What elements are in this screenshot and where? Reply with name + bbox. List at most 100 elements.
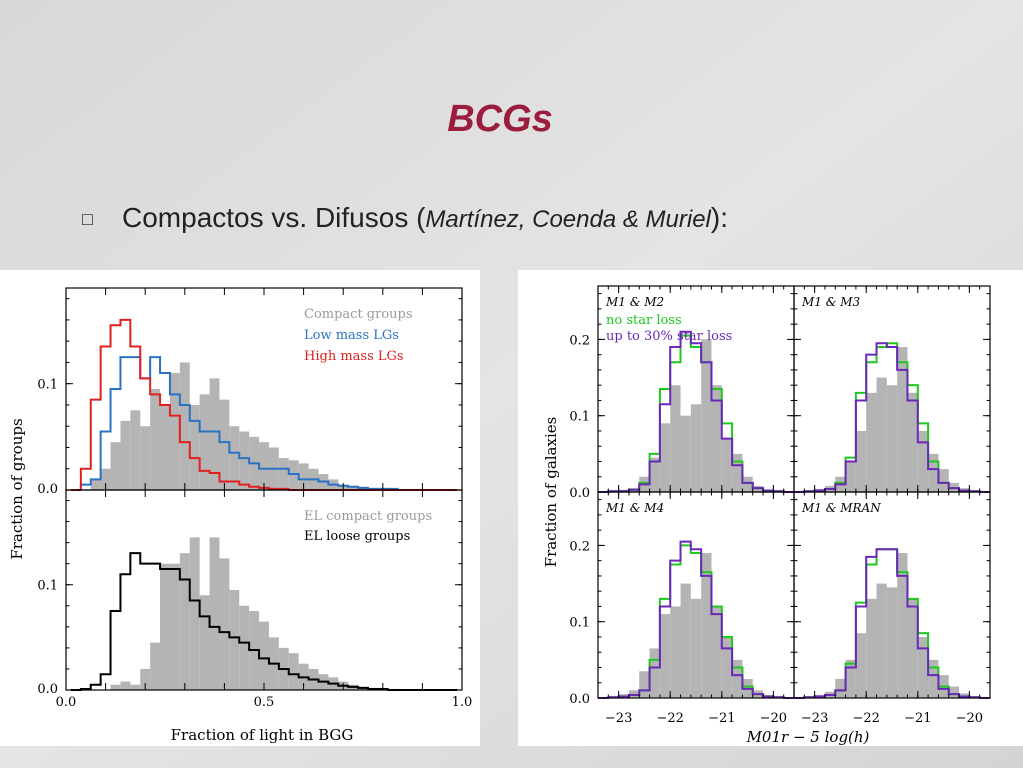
bullet-icon: □ (82, 209, 93, 230)
histogram-bar (701, 553, 712, 698)
histogram-bar (90, 479, 101, 490)
slide-title: BCGs (447, 98, 553, 140)
subpanel-label: M1 & MRAN (801, 501, 881, 515)
histogram-bar (855, 633, 867, 698)
y-tick-label: 0.1 (37, 579, 58, 594)
histogram-bar (189, 537, 200, 690)
histogram-bar (917, 636, 929, 698)
histogram-bar (160, 404, 170, 490)
histogram-bar (701, 339, 712, 492)
histogram-bar (649, 457, 660, 492)
histogram-bar (845, 659, 856, 698)
legend-label: EL compact groups (304, 509, 432, 524)
y-tick-label: 0.0 (569, 692, 590, 707)
x-tick-label: −20 (956, 711, 983, 726)
histogram-bar (876, 377, 887, 492)
histogram-bar (278, 458, 289, 490)
histogram-bar (732, 453, 743, 492)
subpanel-label: M1 & M3 (801, 295, 861, 309)
y-tick-label: 0.2 (569, 539, 590, 554)
histogram-bar (866, 392, 877, 492)
histogram-bar (160, 563, 170, 690)
series-line (70, 356, 458, 491)
x-tick-label: −23 (605, 711, 632, 726)
series-line (70, 552, 458, 691)
histogram-bar (110, 684, 121, 690)
histogram-bar (179, 553, 190, 690)
histogram-bar (670, 385, 681, 492)
legend-label: Compact groups (304, 307, 413, 322)
histogram-bar (866, 598, 877, 698)
histogram-bar (907, 392, 918, 492)
bullet-authors: Martínez, Coenda & Muriel (425, 206, 711, 233)
left-figure-panel: 0.1 0.0 0.1 0.0 0.0 0.5 1.0 Fraction of light i… (0, 270, 480, 746)
histogram-bar (732, 659, 743, 698)
y-tick-label: 0.0 (37, 682, 58, 697)
histogram-bar (938, 469, 949, 492)
histogram-bar (130, 684, 141, 690)
histogram-bar (659, 423, 671, 492)
histogram-bar (110, 442, 121, 490)
histogram-bar (845, 461, 856, 492)
subpanel-label: M1 & M4 (605, 501, 664, 515)
y-tick-label: 0.2 (569, 333, 590, 348)
histogram-bar (259, 442, 269, 490)
top-histogram-panel (65, 287, 463, 491)
bullet-item: □ Compactos vs. Difusos (Martínez, Coenda… (82, 202, 728, 234)
histogram-bar (690, 404, 702, 492)
histogram-bar (886, 385, 898, 492)
histogram-bar (219, 399, 230, 490)
plot-frame (793, 491, 991, 699)
bullet-text-prefix: Compactos vs. Difusos ( (122, 202, 426, 233)
y-tick-label: 0.0 (37, 482, 58, 497)
subpanel-label: M1 & M2 (605, 295, 664, 309)
right-histogram-figure: M1 & M2 0.0 0.1 0.2 M1 & M3 M1 & M4 0.0 0.1 0.2 −… (542, 285, 991, 746)
legend-label: no star loss (606, 313, 682, 328)
histogram-bar (189, 404, 200, 490)
x-tick-label: −22 (852, 711, 879, 726)
bottom-histogram-panel (65, 489, 463, 691)
x-tick-label: 0.0 (56, 695, 77, 710)
histogram-bar (179, 362, 190, 490)
histogram-bar (140, 668, 151, 690)
histogram-bar (239, 605, 250, 690)
histogram-bar (298, 463, 309, 490)
legend-label: up to 30% star loss (606, 329, 732, 344)
series-line (794, 342, 990, 493)
histogram-bar (259, 621, 269, 690)
y-tick-label: 0.0 (569, 486, 590, 501)
histogram-bar (100, 468, 111, 490)
histogram-bar (239, 431, 250, 490)
histogram-bar (907, 598, 918, 698)
subpanel-2 (793, 285, 991, 493)
histogram-bar (288, 460, 299, 490)
histogram-bar (130, 410, 141, 490)
histogram-bar (835, 678, 846, 698)
histogram-bar (721, 636, 733, 698)
histogram-bar (680, 583, 691, 698)
histogram-bar (150, 642, 161, 690)
histogram-bar (120, 681, 131, 690)
histogram-bar (288, 653, 299, 690)
histogram-bar (199, 595, 210, 690)
histogram-bar (897, 347, 908, 492)
x-tick-label: −20 (760, 711, 787, 726)
histogram-bar (711, 606, 722, 698)
x-axis-label: M01r − 5 log(h) (746, 728, 870, 746)
histogram-bar (897, 553, 908, 698)
x-tick-label: −21 (708, 711, 735, 726)
series-line (598, 540, 794, 699)
subpanel-4 (793, 491, 991, 699)
x-tick-label: −21 (904, 711, 931, 726)
y-tick-label: 0.1 (37, 378, 58, 393)
histogram-bar (229, 426, 240, 490)
x-tick-label: 1.0 (452, 695, 473, 710)
histogram-bar (209, 537, 220, 690)
histogram-bar (721, 438, 733, 492)
histogram-bar (649, 648, 660, 698)
histogram-bar (209, 378, 220, 490)
histogram-bar (169, 373, 180, 490)
x-tick-label: 0.5 (254, 695, 275, 710)
y-tick-label: 0.1 (569, 410, 590, 425)
